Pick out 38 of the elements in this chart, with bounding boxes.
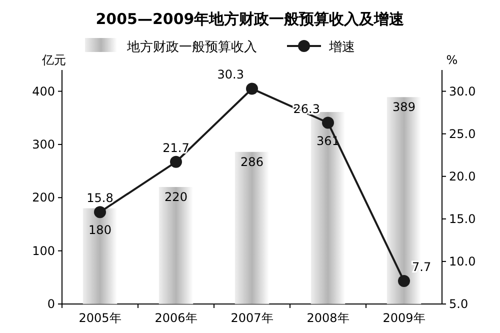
data-label: 21.7 [162,140,190,155]
data-label: 7.7 [412,260,432,274]
bar [234,152,270,304]
legend-label: 地方财政一般预算收入 [126,39,257,55]
y-tick-label: 0 [47,297,55,311]
x-tick-label: 2008年 [306,311,350,325]
data-label: 30.3 [217,68,244,82]
x-tick-label: 2005年 [78,311,122,325]
y-axis-title: 亿元 [41,53,66,67]
x-tick-label: 2006年 [154,311,198,325]
data-label: 15.8 [86,191,114,206]
bar [158,187,194,304]
data-label: 180 [88,223,112,238]
legend-label: 增速 [328,40,355,55]
y2-tick-label: 25.0 [449,126,476,141]
x-tick-label: 2009年 [382,311,426,325]
y2-tick-label: 5.0 [449,297,468,311]
data-label: 389 [392,100,416,114]
y2-tick-label: 10.0 [449,254,476,268]
y-tick-label: 100 [32,244,55,258]
y2-tick-label: 15.0 [449,212,476,226]
y2-tick-label: 20.0 [449,169,476,184]
point [94,206,106,218]
data-label: 286 [240,154,264,169]
bar [82,208,118,304]
chart-title: 2005—2009年地方财政一般预算收入及增速 [96,10,406,28]
bar [310,112,346,304]
y2-tick-label: 30.0 [449,84,476,98]
point [398,275,410,288]
y-tick-label: 200 [32,190,55,205]
x-tick-label: 2007年 [230,311,274,325]
point [322,116,334,129]
y2-axis-title: % [446,53,458,67]
point [170,156,182,168]
y-tick-label: 400 [32,84,55,98]
y-tick-label: 300 [32,137,55,152]
data-label: 220 [164,190,188,204]
point [246,82,258,95]
